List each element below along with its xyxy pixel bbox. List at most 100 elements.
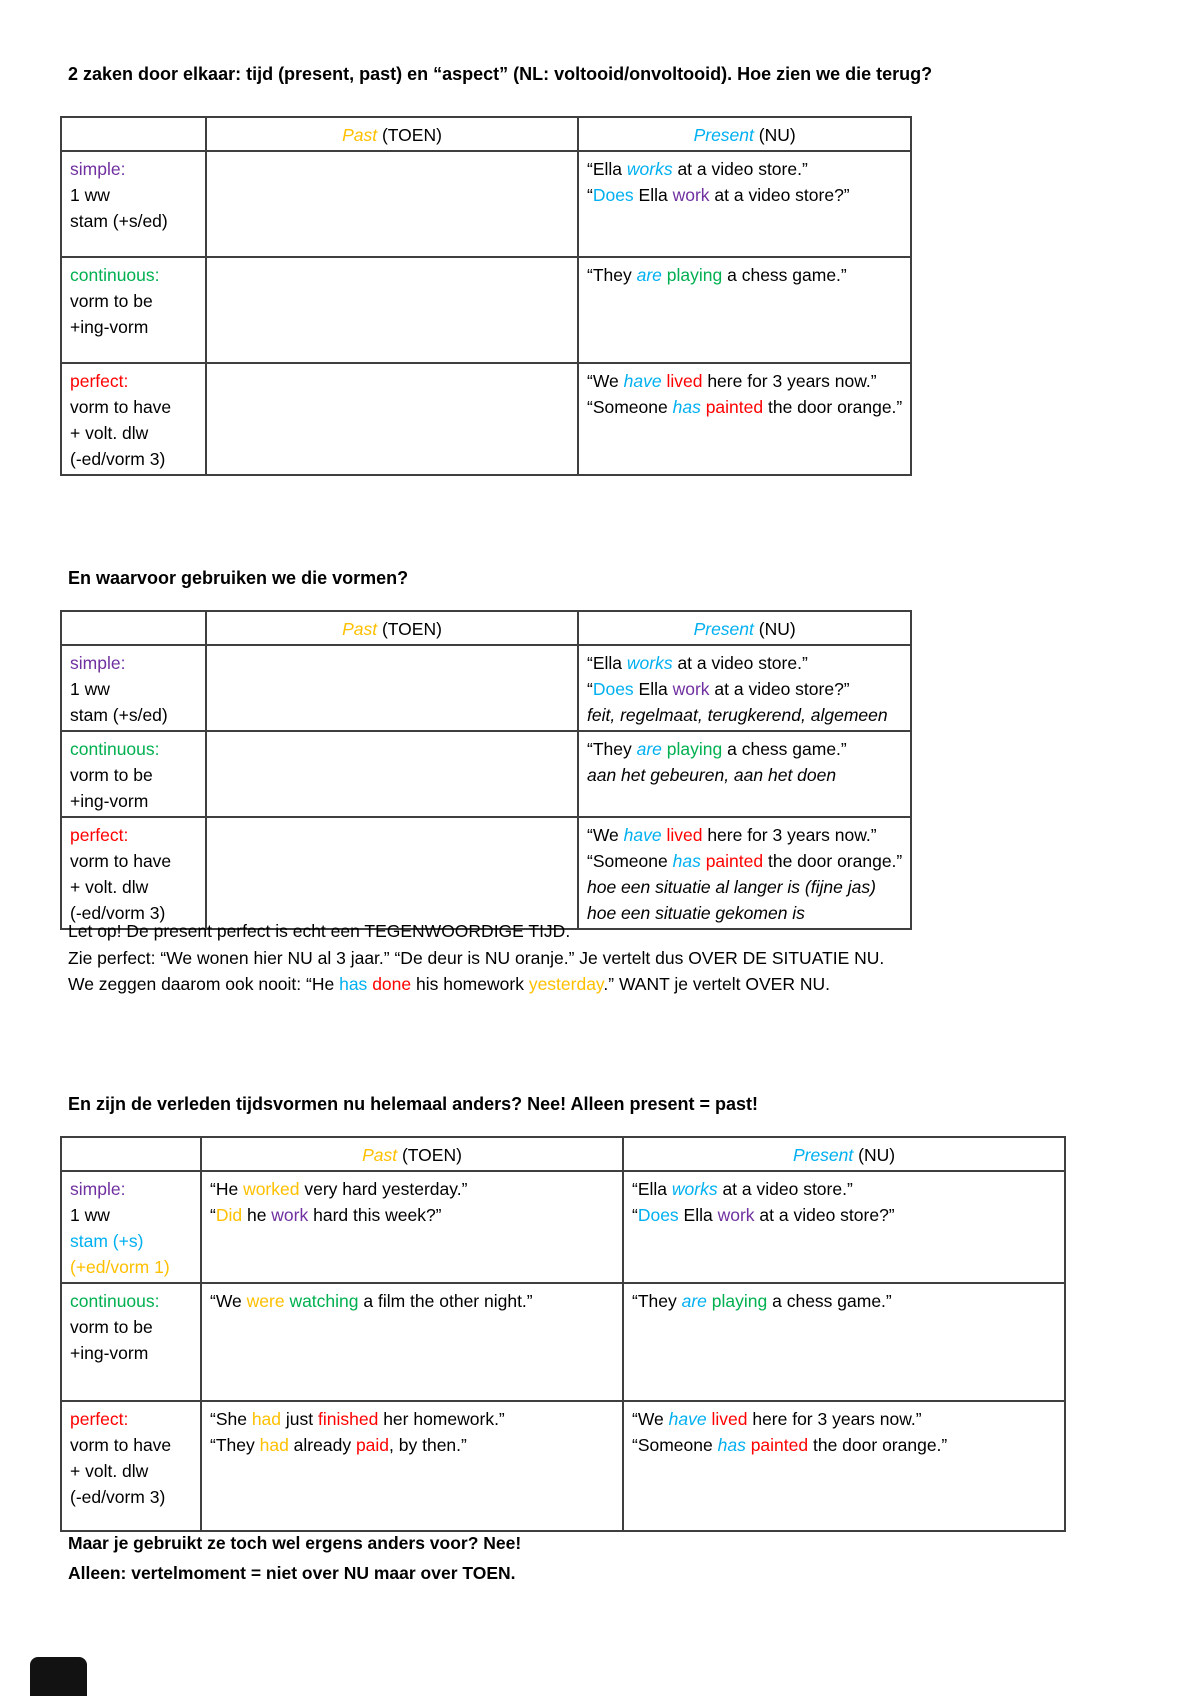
text-segment: a film the other night.” — [358, 1291, 533, 1311]
page-corner-mark — [30, 1657, 87, 1696]
text-segment: 1 ww — [70, 1205, 110, 1225]
text-segment: +ing-vorm — [70, 1343, 149, 1363]
table-row-simple: simple: 1 ww stam (+s/ed) “Ella works at a … — [60, 644, 913, 732]
past-column-header: Past (TOEN) — [200, 1136, 624, 1172]
text-line: perfect: — [70, 1406, 192, 1432]
text-line: perfect: — [70, 368, 197, 394]
text-segment: (TOEN) — [377, 125, 442, 145]
past-column-header: Past (TOEN) — [205, 610, 579, 646]
text-line: “He worked very hard yesterday.” — [210, 1176, 614, 1202]
footer-line: Alleen: vertelmoment = niet over NU maar… — [68, 1563, 516, 1583]
text-line: (-ed/vorm 3) — [70, 900, 197, 926]
table-row-continuous: continuous: vorm to be +ing-vorm “They are … — [60, 256, 913, 364]
text-segment: lived — [711, 1409, 748, 1429]
text-segment: Does — [592, 679, 634, 699]
table-row-simple: simple: 1 ww stam (+s/ed) “Ella works at a … — [60, 150, 913, 258]
text-line: “They had already paid, by then.” — [210, 1432, 614, 1458]
heading-usage: En waarvoor gebruiken we die vormen? — [68, 568, 409, 588]
text-segment: “Someone — [587, 851, 673, 871]
text-segment: playing — [711, 1291, 768, 1311]
text-segment: feit, regelmaat, terugkerend, algemeen — [587, 705, 888, 725]
text-segment: (NU) — [753, 125, 796, 145]
text-segment: +ing-vorm — [70, 791, 149, 811]
text-segment: Did — [215, 1205, 243, 1225]
text-segment: playing — [666, 265, 723, 285]
text-segment: “We — [210, 1291, 247, 1311]
present-column-header: Present (NU) — [576, 610, 913, 646]
text-segment: vorm to have — [70, 397, 172, 417]
text-line: stam (+s/ed) — [70, 702, 197, 728]
text-segment: works — [626, 653, 673, 673]
text-line: stam (+s/ed) — [70, 208, 197, 234]
text-segment: “ — [632, 1205, 638, 1225]
cell-simple-present: “Ella works at a video store.” “Does Ella… — [576, 644, 913, 732]
text-line: (+ed/vorm 1) — [70, 1254, 192, 1280]
text-segment: hoe een situatie gekomen is — [587, 903, 805, 923]
text-segment: are — [636, 739, 662, 759]
text-segment: here for 3 years now.” — [702, 825, 877, 845]
text-segment: just — [281, 1409, 318, 1429]
corner-cell — [60, 610, 207, 646]
text-segment: , by then.” — [389, 1435, 467, 1455]
text-segment: watching — [289, 1291, 359, 1311]
text-line: “Does Ella work at a video store?” — [587, 676, 902, 702]
text-segment: (-ed/vorm 3) — [70, 1487, 166, 1507]
text-segment: (NU) — [853, 1145, 896, 1165]
text-line: + volt. dlw — [70, 1458, 192, 1484]
text-segment: Past — [342, 619, 378, 639]
row-label-continuous: continuous: vorm to be +ing-vorm — [60, 1282, 202, 1402]
text-line: “Does Ella work at a video store?” — [632, 1202, 1056, 1228]
text-line: “They are playing a chess game.” — [632, 1288, 1056, 1314]
text-segment: has — [339, 974, 368, 994]
text-segment: simple: — [70, 1179, 126, 1199]
text-segment: works — [626, 159, 673, 179]
past-column-header: Past (TOEN) — [205, 116, 579, 152]
text-segment: had — [251, 1409, 282, 1429]
text-segment: were — [246, 1291, 285, 1311]
table-row-perfect: perfect: vorm to have + volt. dlw (-ed/vorm… — [60, 816, 913, 930]
text-line: vorm to be — [70, 288, 197, 314]
text-segment: perfect: — [70, 1409, 129, 1429]
heading-aspect-intro: 2 zaken door elkaar: tijd (present, past… — [68, 64, 933, 84]
text-segment: at a video store.” — [672, 159, 808, 179]
text-segment: “We — [587, 825, 624, 845]
text-segment: Present — [693, 125, 754, 145]
cell-perfect-present: “We have lived here for 3 years now.” “So… — [576, 362, 913, 476]
text-segment: works — [671, 1179, 718, 1199]
text-segment: already — [288, 1435, 356, 1455]
row-label-perfect: perfect: vorm to have + volt. dlw (-ed/vorm… — [60, 816, 207, 930]
text-line: vorm to have — [70, 1432, 192, 1458]
heading-past-forms: En zijn de verleden tijdsvormen nu helem… — [68, 1094, 759, 1114]
text-line: aan het gebeuren, aan het doen — [587, 762, 902, 788]
cell-continuous-present: “They are playing a chess game.” — [576, 256, 913, 364]
text-segment: very hard yesterday.” — [299, 1179, 468, 1199]
note-line: Zie perfect: “We wonen hier NU al 3 jaar… — [68, 945, 884, 972]
text-segment: finished — [318, 1409, 379, 1429]
text-segment: the door orange.” — [763, 397, 903, 417]
text-segment: perfect: — [70, 371, 129, 391]
text-segment: Past — [362, 1145, 398, 1165]
note-present-perfect: Let op! De present perfect is echt een T… — [68, 918, 884, 998]
text-segment: hard this week?” — [308, 1205, 442, 1225]
text-segment: (TOEN) — [377, 619, 442, 639]
text-line: +ing-vorm — [70, 314, 197, 340]
cell-simple-past — [205, 644, 579, 732]
text-segment: work — [271, 1205, 309, 1225]
text-segment: worked — [243, 1179, 300, 1199]
table-past-vs-present: Past (TOEN) Present (NU) simple: 1 ww stam (… — [60, 1136, 1066, 1532]
text-segment: “He — [210, 1179, 244, 1199]
text-segment: had — [259, 1435, 289, 1455]
cell-continuous-present: “They are playing a chess game.” — [622, 1282, 1066, 1402]
text-line: “We have lived here for 3 years now.” — [587, 368, 902, 394]
text-line: (-ed/vorm 3) — [70, 1484, 192, 1510]
text-segment: are — [681, 1291, 707, 1311]
text-segment: +ing-vorm — [70, 317, 149, 337]
table-row-simple: simple: 1 ww stam (+s) (+ed/vorm 1) “He work… — [60, 1170, 1066, 1284]
text-segment: vorm to be — [70, 1317, 153, 1337]
text-segment: continuous: — [70, 1291, 160, 1311]
text-segment: have — [623, 825, 662, 845]
text-segment: here for 3 years now.” — [747, 1409, 922, 1429]
text-segment: have — [668, 1409, 707, 1429]
text-segment: “ — [587, 679, 593, 699]
